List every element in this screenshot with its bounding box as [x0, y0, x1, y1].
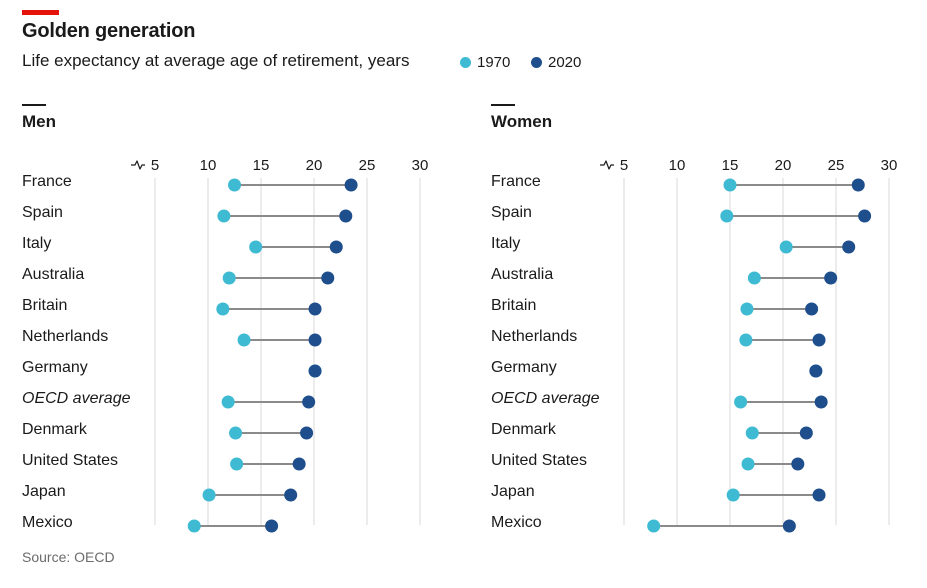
men-dot-2020-australia: [321, 271, 335, 285]
women-dot-1970-united-states: [741, 457, 755, 471]
women-row-label-britain: Britain: [491, 297, 536, 314]
women-row-label-japan: Japan: [491, 483, 535, 500]
men-dot-2020-united-states: [292, 457, 306, 471]
women-dot-2020-denmark: [799, 426, 813, 440]
panel-title-women: Women: [491, 112, 553, 131]
men-dot-1970-denmark: [229, 426, 243, 440]
men-dot-1970-britain: [216, 302, 230, 316]
men-row-label-britain: Britain: [22, 297, 67, 314]
panel-title-men: Men: [22, 112, 56, 131]
men-dot-1970-mexico: [187, 519, 201, 533]
women-row-label-united-states: United States: [491, 452, 587, 469]
men-dot-2020-spain: [339, 209, 353, 223]
women-row-label-spain: Spain: [491, 204, 532, 221]
women-dot-1970-netherlands: [739, 333, 753, 347]
legend-item-1970: 1970: [460, 54, 510, 71]
men-row-label-denmark: Denmark: [22, 421, 88, 438]
men-dot-2020-denmark: [300, 426, 314, 440]
men-dot-2020-mexico: [265, 519, 279, 533]
men-dot-2020-germany: [308, 364, 322, 378]
men-dot-2020-italy: [329, 240, 343, 254]
women-row-label-netherlands: Netherlands: [491, 328, 577, 345]
panel-rule-women: [491, 104, 515, 106]
men-tick-label-25: 25: [359, 157, 376, 174]
panel-rule-men: [22, 104, 46, 106]
legend-swatch-2020: [531, 57, 542, 68]
men-tick-label-5: 5: [151, 157, 159, 174]
men-dot-1970-australia: [222, 271, 236, 285]
women-row-label-denmark: Denmark: [491, 421, 557, 438]
men-axis-break-icon: [131, 160, 145, 170]
women-dot-1970-oecd-average: [734, 395, 748, 409]
men-tick-label-20: 20: [306, 157, 323, 174]
women-row-label-germany: Germany: [491, 359, 557, 376]
women-dot-1970-spain: [720, 209, 734, 223]
men-row-label-oecd-average: OECD average: [22, 390, 131, 407]
women-dot-1970-denmark: [745, 426, 759, 440]
men-dot-1970-united-states: [230, 457, 244, 471]
women-row-label-australia: Australia: [491, 266, 553, 283]
women-dot-1970-france: [723, 178, 737, 192]
men-tick-label-10: 10: [200, 157, 217, 174]
women-dot-1970-italy: [779, 240, 793, 254]
women-dot-2020-mexico: [782, 519, 796, 533]
men-tick-label-15: 15: [253, 157, 270, 174]
men-dot-1970-japan: [202, 488, 216, 502]
men-dot-1970-netherlands: [237, 333, 251, 347]
men-dot-1970-italy: [249, 240, 263, 254]
men-dot-1970-france: [228, 178, 241, 192]
women-tick-label-25: 25: [828, 157, 845, 174]
women-tick-label-15: 15: [722, 157, 739, 174]
women-dot-2020-australia: [824, 271, 838, 285]
women-dot-2020-oecd-average: [814, 395, 828, 409]
legend-label-1970: 1970: [477, 54, 511, 71]
women-row-label-oecd-average: OECD average: [491, 390, 600, 407]
men-dot-2020-britain: [308, 302, 322, 316]
men-row-label-japan: Japan: [22, 483, 66, 500]
men-row-label-mexico: Mexico: [22, 514, 73, 531]
women-dot-2020-japan: [812, 488, 826, 502]
women-tick-label-30: 30: [881, 157, 898, 174]
men-dot-1970-oecd-average: [221, 395, 235, 409]
women-tick-label-20: 20: [775, 157, 792, 174]
legend-label-2020: 2020: [548, 54, 582, 71]
women-dot-1970-mexico: [647, 519, 661, 533]
women-dot-2020-netherlands: [812, 333, 826, 347]
chart-title: Golden generation: [22, 20, 196, 42]
women-axis-break-icon: [600, 160, 614, 170]
women-dot-1970-australia: [747, 271, 761, 285]
women-dot-1970-britain: [740, 302, 754, 316]
women-row-label-italy: Italy: [491, 235, 520, 252]
men-dot-2020-netherlands: [308, 333, 322, 347]
men-dot-2020-japan: [284, 488, 298, 502]
men-dot-1970-spain: [217, 209, 231, 223]
women-tick-label-10: 10: [669, 157, 686, 174]
legend-item-2020: 2020: [531, 54, 581, 71]
men-tick-label-30: 30: [412, 157, 429, 174]
women-dot-2020-france: [851, 178, 865, 192]
men-dot-2020-france: [344, 178, 358, 192]
men-row-label-spain: Spain: [22, 204, 63, 221]
women-row-label-mexico: Mexico: [491, 514, 542, 531]
men-row-label-italy: Italy: [22, 235, 51, 252]
legend-swatch-1970: [460, 57, 471, 68]
men-row-label-netherlands: Netherlands: [22, 328, 108, 345]
men-row-label-united-states: United States: [22, 452, 118, 469]
men-row-label-australia: Australia: [22, 266, 84, 283]
men-row-label-germany: Germany: [22, 359, 88, 376]
women-dot-2020-italy: [842, 240, 856, 254]
women-dot-2020-germany: [809, 364, 823, 378]
men-dot-2020-oecd-average: [302, 395, 316, 409]
women-row-label-france: France: [491, 173, 541, 190]
source-note: Source: OECD: [22, 549, 115, 565]
men-row-label-france: France: [22, 173, 72, 190]
women-tick-label-5: 5: [620, 157, 628, 174]
women-dot-2020-united-states: [791, 457, 805, 471]
chart-subtitle: Life expectancy at average age of retire…: [22, 51, 410, 70]
women-dot-2020-spain: [858, 209, 872, 223]
brand-bar: [22, 10, 59, 15]
women-dot-1970-japan: [726, 488, 740, 502]
women-dot-2020-britain: [805, 302, 819, 316]
